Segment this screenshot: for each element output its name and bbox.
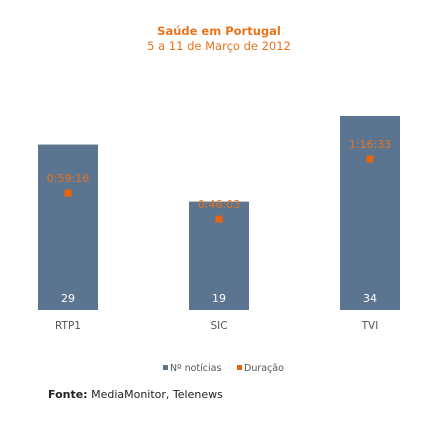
source-label: Fonte: xyxy=(48,388,88,401)
legend-label-duration: Duração xyxy=(244,363,284,374)
bar-value-label: 34 xyxy=(363,292,377,305)
bar-value-label: 29 xyxy=(61,292,75,305)
bar-rtp1 xyxy=(38,144,98,310)
category-label: RTP1 xyxy=(55,320,81,332)
chart-subtitle: 5 a 11 de Março de 2012 xyxy=(147,39,291,53)
duration-label: 1:16:33 xyxy=(349,138,391,151)
legend-swatch-duration xyxy=(237,365,242,370)
duration-markers-layer xyxy=(64,155,374,223)
category-label: SIC xyxy=(210,320,227,332)
legend-swatch-news xyxy=(163,365,168,370)
source-text: MediaMonitor, Telenews xyxy=(87,388,223,401)
legend-label-news: Nº notícias xyxy=(170,363,221,374)
duration-label: 0:46:03 xyxy=(198,198,240,211)
duration-marker xyxy=(64,189,72,197)
duration-marker xyxy=(366,155,374,163)
category-label: TVI xyxy=(361,320,379,332)
duration-label: 0:59:16 xyxy=(47,172,89,185)
duration-marker xyxy=(215,215,223,223)
bar-chart: Saúde em Portugal 5 a 11 de Março de 201… xyxy=(38,24,400,374)
bar-value-label: 19 xyxy=(212,292,226,305)
legend: Nº notícias Duração xyxy=(163,363,284,374)
bar-tvi xyxy=(340,116,400,310)
bars-layer xyxy=(38,116,400,310)
labels-layer: 29 RTP1 0:59:16 19 SIC 0:46:03 34 TVI 1:16:33 xyxy=(47,138,391,332)
chart-title: Saúde em Portugal xyxy=(157,24,281,38)
source-note: Fonte: MediaMonitor, Telenews xyxy=(48,388,223,401)
